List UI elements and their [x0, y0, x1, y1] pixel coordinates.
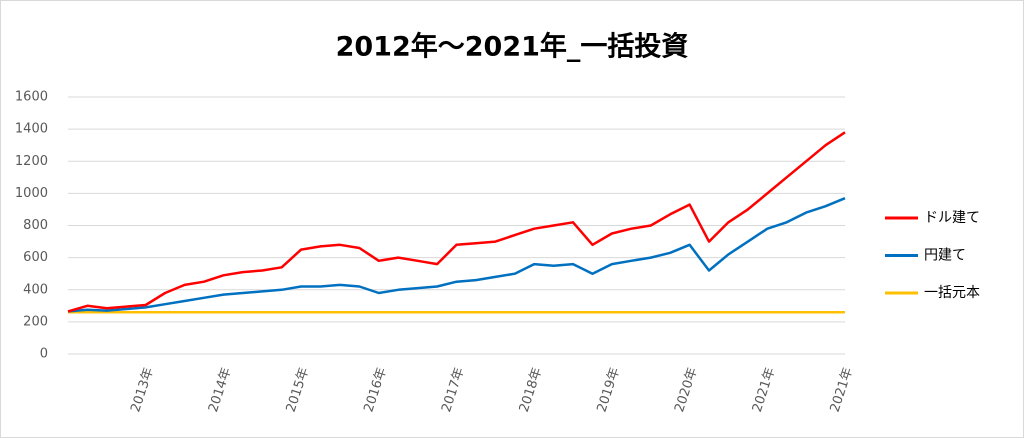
y-tick-label: 0: [40, 347, 48, 362]
y-tick-label: 200: [23, 314, 48, 329]
y-tick-label: 1600: [15, 90, 48, 105]
chart-title: 2012年～2021年_一括投資: [336, 31, 689, 63]
line-series: [67, 131, 846, 313]
y-tick-label: 600: [23, 250, 48, 265]
y-tick-label: 1000: [15, 186, 48, 201]
legend-label: 一括元本: [924, 285, 980, 301]
y-tick-label: 1200: [15, 154, 48, 169]
line-series: [67, 197, 846, 313]
legend-label: ドル建て: [924, 210, 980, 226]
legend-label: 円建て: [924, 248, 966, 264]
y-tick-label: 400: [23, 282, 48, 297]
y-tick-label: 1400: [15, 122, 48, 137]
y-tick-label: 800: [23, 218, 48, 233]
